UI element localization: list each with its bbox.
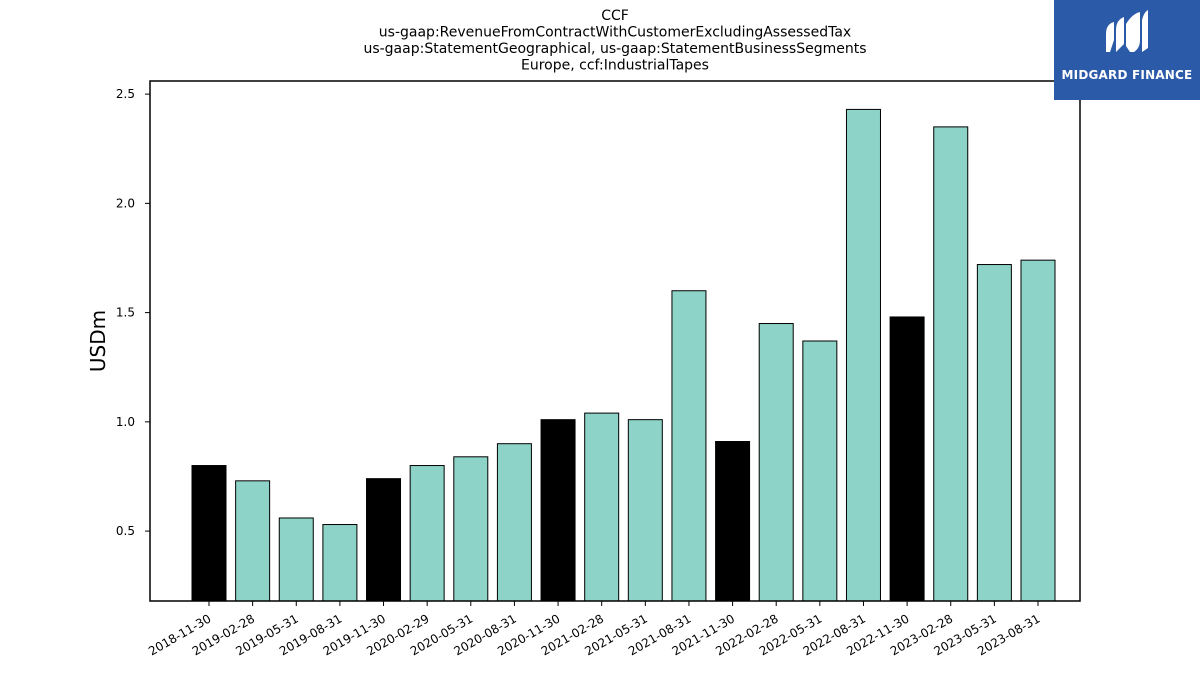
bar (627, 419, 663, 602)
bar (191, 465, 227, 602)
bar (845, 108, 881, 602)
bar (889, 316, 925, 602)
bar (976, 264, 1012, 602)
bar (409, 465, 445, 602)
logo-text: MIDGARD FINANCE (1061, 68, 1193, 82)
y-tick-label: 2.0 (116, 196, 135, 210)
bar (496, 443, 532, 602)
bar (235, 480, 271, 602)
bar (715, 441, 751, 602)
y-tick-label: 1.0 (116, 415, 135, 429)
y-axis-label: USDm (86, 310, 110, 372)
chart-title-line: Europe, ccf:IndustrialTapes (521, 58, 709, 74)
x-axis: 2018-11-302019-02-282019-05-312019-08-31… (146, 601, 1043, 658)
y-axis: 0.5 1.0 1.5 2.0 2.5 (116, 87, 150, 538)
bars-group (191, 108, 1056, 602)
bar (584, 412, 620, 602)
midgard-finance-logo: MIDGARD FINANCE (1054, 0, 1200, 100)
bar (540, 419, 576, 602)
chart-title-line: CCF (601, 8, 629, 24)
bar (671, 290, 707, 602)
bar (1020, 259, 1056, 602)
chart-title-line: us-gaap:RevenueFromContractWithCustomerE… (379, 25, 851, 41)
bar (322, 524, 358, 602)
y-tick-label: 2.5 (116, 87, 135, 101)
bar (366, 478, 402, 602)
y-tick-label: 1.5 (116, 306, 135, 320)
bar (453, 456, 489, 602)
axes-frame (149, 80, 1081, 602)
bar (278, 517, 314, 602)
y-tick-label: 0.5 (116, 524, 135, 538)
bar (933, 126, 969, 602)
logo-mark-icon (1106, 10, 1148, 52)
bar (758, 323, 794, 602)
chart-title: CCFus-gaap:RevenueFromContractWithCustom… (363, 8, 866, 74)
chart-title-line: us-gaap:StatementGeographical, us-gaap:S… (363, 41, 866, 57)
bar (802, 340, 838, 602)
